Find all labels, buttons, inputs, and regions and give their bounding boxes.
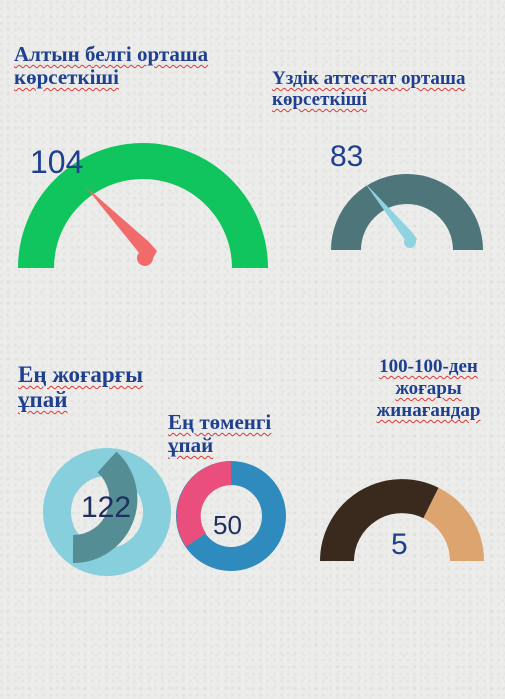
hundred-collectors-title-line-1: 100-100-ден (379, 356, 478, 377)
hundred-collectors-title-line-3: жинағандар (376, 400, 481, 421)
lowest-score-title: Ең төменгі ұпай (168, 411, 271, 457)
lowest-score-donut (176, 461, 286, 571)
lowest-score-value: 50 (213, 510, 242, 540)
excellent-avg-gauge-needle (365, 183, 417, 246)
hundred-collectors-gauge (320, 479, 484, 562)
excellent-avg-gauge-arc (331, 174, 483, 251)
highest-score-title-line-1: Ең жоғарғы (18, 362, 144, 387)
excellent-avg-title: Үздік аттестат орташа көрсеткіші (272, 68, 465, 110)
highest-score-donut (43, 448, 171, 576)
gold-avg-gauge-needle (85, 186, 157, 260)
hundred-collectors-arc-light (422, 487, 484, 562)
gold-avg-gauge-arc (18, 143, 268, 269)
gold-avg-title-line-2: көрсеткіші (14, 65, 119, 89)
gold-avg-title: Алтын белгі орташа көрсеткіші (14, 43, 208, 89)
lowest-score-title-line-2: ұпай (168, 433, 214, 457)
hundred-collectors-title: 100-100-ден жоғары жинағандар (356, 356, 501, 422)
lowest-score-title-line-1: Ең төменгі (168, 410, 272, 434)
excellent-avg-gauge (331, 174, 483, 251)
highest-score-title-line-2: ұпай (18, 387, 68, 412)
gold-avg-title-line-1: Алтын белгі орташа (14, 42, 209, 66)
excellent-avg-title-line-1: Үздік аттестат орташа (272, 68, 466, 89)
highest-score-title: Ең жоғарғы ұпай (18, 362, 143, 412)
highest-score-value: 122 (81, 491, 132, 524)
excellent-avg-title-line-2: көрсеткіші (272, 89, 367, 110)
excellent-avg-value: 83 (330, 140, 364, 173)
gold-avg-gauge (18, 143, 268, 269)
hundred-collectors-value: 5 (391, 528, 408, 561)
hundred-collectors-title-line-2: жоғары (395, 378, 462, 399)
hundred-collectors-arc-dark (320, 479, 439, 562)
gold-avg-value: 104 (30, 144, 84, 180)
